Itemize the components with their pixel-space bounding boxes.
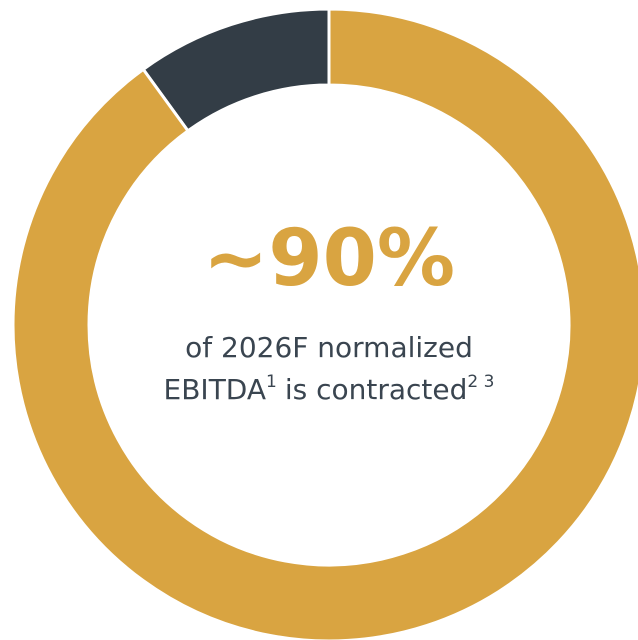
donut-slice — [11, 7, 638, 640]
center-text: EBITDA1 is contracted2 3 — [164, 372, 495, 406]
center-text: of 2026F normalized — [185, 331, 473, 364]
center-text: EBITDA — [164, 373, 266, 406]
center-label: ~90% — [203, 214, 455, 304]
footnote: 1 — [266, 372, 277, 392]
footnote: 2 3 — [467, 372, 494, 392]
center-text: is contracted — [285, 373, 468, 406]
